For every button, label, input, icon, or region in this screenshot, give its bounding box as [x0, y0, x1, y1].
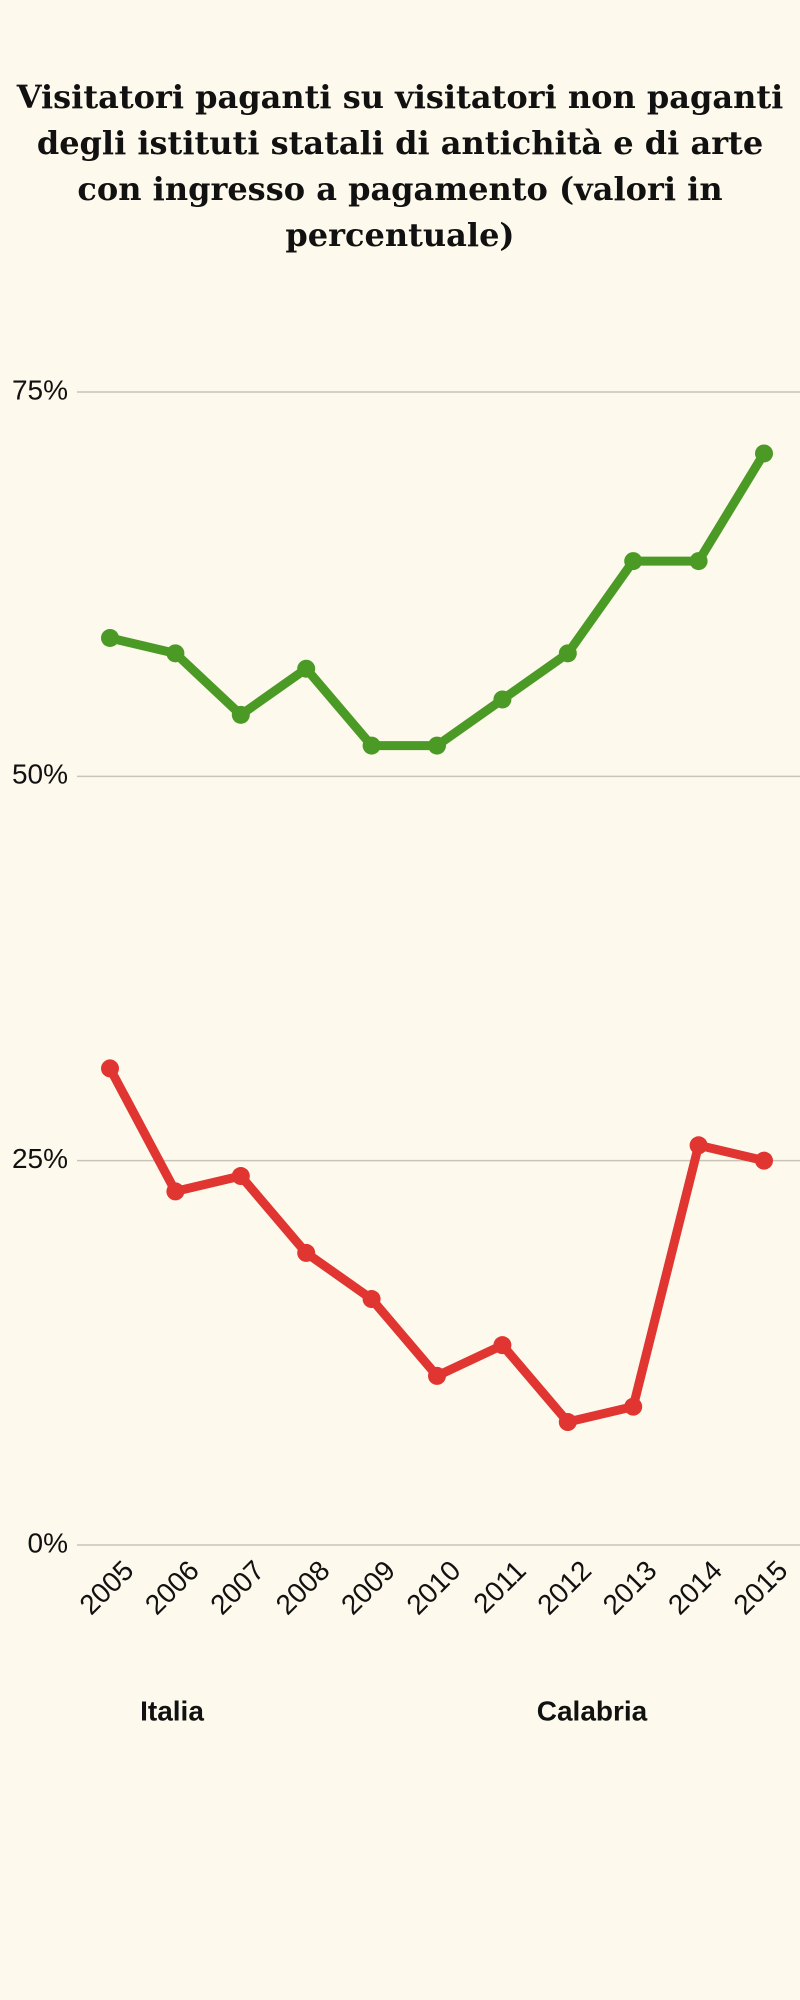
point	[689, 552, 708, 571]
chart-title: Visitatori paganti su visitatori non pag…	[16, 78, 784, 254]
point	[755, 444, 773, 463]
point	[558, 1413, 577, 1432]
legend-entry: Italia	[140, 1695, 204, 1726]
point	[362, 1290, 381, 1309]
point	[755, 1151, 773, 1170]
y-tick-label: 0%	[28, 1527, 68, 1558]
line	[108, 451, 768, 751]
x-tick-label: 2005	[73, 1555, 139, 1621]
x-tick-label: 2013	[597, 1555, 663, 1621]
point	[493, 690, 512, 709]
point	[689, 1136, 708, 1155]
point	[624, 552, 643, 571]
point	[101, 628, 119, 647]
point	[493, 1336, 512, 1355]
point	[362, 736, 381, 755]
point	[428, 1366, 446, 1385]
point	[231, 1167, 250, 1186]
y-tick-label: 25%	[12, 1143, 68, 1174]
point	[101, 1059, 119, 1078]
point	[166, 644, 185, 663]
x-tick-label: 2010	[400, 1555, 466, 1621]
x-tick-label: 2006	[139, 1555, 205, 1621]
point	[558, 644, 577, 663]
y-tick-label: 75%	[12, 374, 68, 405]
x-tick-label: 2014	[662, 1555, 728, 1621]
x-tick-label: 2012	[531, 1555, 597, 1621]
point	[428, 736, 446, 755]
x-tick-label: 2009	[335, 1555, 401, 1621]
point	[297, 1243, 316, 1262]
x-tick-label: 2007	[204, 1555, 270, 1621]
x-tick-label: 2011	[467, 1555, 532, 1620]
x-tick-label: 2015	[727, 1555, 793, 1621]
point	[297, 659, 316, 678]
x-tick-label: 2008	[270, 1555, 336, 1621]
point	[166, 1182, 185, 1201]
point	[624, 1397, 643, 1416]
y-tick-label: 50%	[12, 759, 68, 790]
legend-entry: Calabria	[537, 1695, 648, 1726]
point	[231, 705, 250, 724]
